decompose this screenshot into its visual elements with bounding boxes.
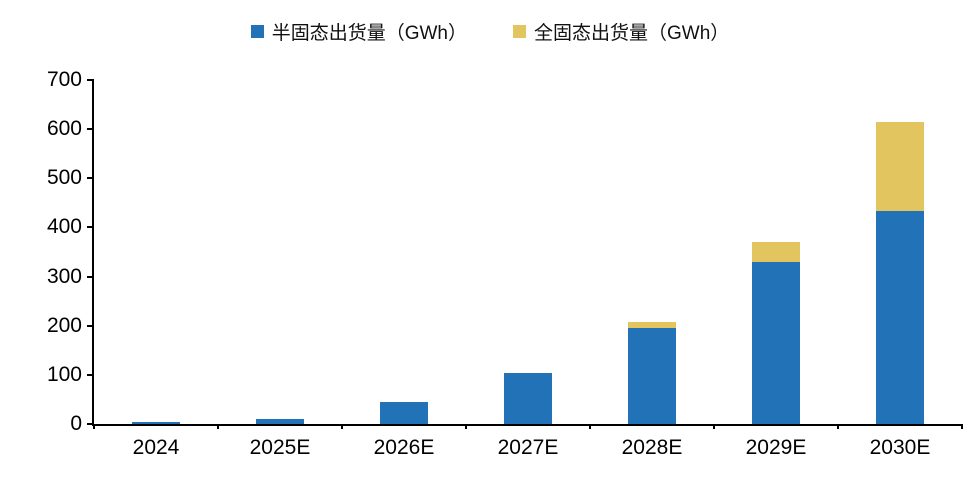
legend-item-semi-solid: 半固态出货量（GWh） <box>250 18 467 45</box>
bar-segment <box>876 121 924 212</box>
bar-segment <box>752 261 800 424</box>
y-axis-tick <box>87 79 94 81</box>
bar-column-2028E <box>628 322 676 424</box>
legend-swatch-semi-solid-icon <box>250 25 264 38</box>
legend-label-all-solid: 全固态出货量（GWh） <box>534 23 730 44</box>
x-axis-tick <box>93 424 95 429</box>
y-axis-tick-label: 100 <box>46 362 82 386</box>
bar-segment <box>752 242 800 262</box>
y-axis-tick <box>87 275 94 278</box>
x-axis-tick <box>465 424 467 429</box>
x-axis-tick <box>217 424 219 429</box>
legend: 半固态出货量（GWh） 全固态出货量（GWh） <box>0 18 980 45</box>
x-axis-tick <box>341 424 343 429</box>
y-axis-tick-label: 500 <box>46 166 82 190</box>
y-axis-tick-label: 300 <box>46 264 82 288</box>
bar-column-2025E <box>256 419 304 424</box>
x-axis-tick <box>713 424 715 429</box>
x-axis-category-label: 2030E <box>869 436 931 459</box>
y-axis-tick <box>87 226 94 229</box>
y-axis-tick <box>87 373 94 376</box>
bar-segment <box>628 328 676 424</box>
y-axis-tick-label: 400 <box>46 215 82 239</box>
x-axis-category-label: 2026E <box>373 436 435 459</box>
y-axis-tick-label: 0 <box>70 412 82 435</box>
bar-segment <box>504 373 552 424</box>
bar-column-2027E <box>504 373 552 424</box>
y-axis-tick <box>87 128 94 131</box>
legend-swatch-all-solid-icon <box>513 25 526 38</box>
y-axis-tick-label: 200 <box>46 313 82 337</box>
x-axis-category-label: 2024 <box>132 436 180 459</box>
bar-column-2026E <box>380 401 428 424</box>
bar-column-2030E <box>876 121 924 424</box>
bar-column-2024 <box>132 421 180 424</box>
bar-segment <box>256 419 304 424</box>
bar-segment <box>380 401 428 424</box>
x-axis-tick <box>837 424 839 429</box>
x-axis-tick <box>589 424 591 429</box>
y-axis-tick <box>87 177 94 180</box>
legend-item-all-solid: 全固态出货量（GWh） <box>513 18 729 45</box>
plot-area: 0 100 200 300 400 500 600 700 2024 2025E 2026E 2027… <box>47 69 963 459</box>
x-axis-category-label: 2029E <box>745 436 807 459</box>
x-axis-category-label: 2028E <box>621 436 683 459</box>
y-axis-tick-label: 600 <box>46 117 82 141</box>
bar-segment <box>628 322 676 329</box>
x-axis-category-label: 2025E <box>249 436 311 459</box>
x-axis-tick <box>961 424 963 429</box>
bar-column-2029E <box>752 242 800 424</box>
y-axis-tick <box>87 423 94 425</box>
y-axis-tick <box>87 324 94 327</box>
bar-segment <box>132 421 180 424</box>
bar-segment <box>876 211 924 424</box>
legend-label-semi-solid: 半固态出货量（GWh） <box>271 23 467 44</box>
x-axis-category-label: 2027E <box>497 436 559 459</box>
y-axis-tick-label: 700 <box>46 68 82 91</box>
